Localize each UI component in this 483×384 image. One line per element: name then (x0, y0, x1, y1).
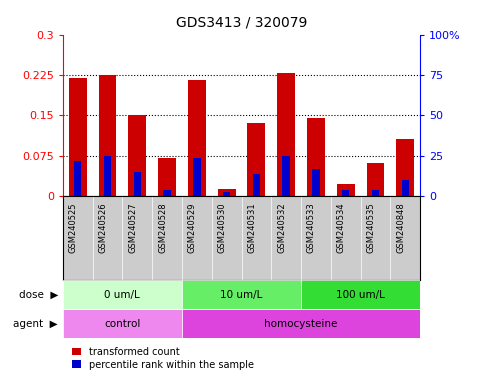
Text: GSM240525: GSM240525 (69, 203, 78, 253)
Bar (99, 75, 116, 196)
Bar (312, 169, 320, 196)
Text: GSM240527: GSM240527 (128, 203, 137, 253)
Text: 100 um/L: 100 um/L (336, 290, 385, 300)
Text: dose  ▶: dose ▶ (18, 290, 58, 300)
Bar (182, 280, 301, 309)
Bar (372, 190, 379, 196)
Bar (301, 280, 420, 309)
Text: homocysteine: homocysteine (264, 318, 338, 329)
Bar (193, 158, 200, 196)
Bar (133, 172, 141, 196)
Bar (182, 309, 420, 338)
Bar (218, 189, 236, 196)
Bar (128, 115, 146, 196)
Bar (74, 161, 82, 196)
Text: 0 um/L: 0 um/L (104, 290, 140, 300)
Text: GDS3413 / 320079: GDS3413 / 320079 (176, 15, 307, 29)
Text: GSM240534: GSM240534 (337, 203, 346, 253)
Text: GSM240528: GSM240528 (158, 203, 167, 253)
Text: agent  ▶: agent ▶ (14, 318, 58, 329)
Text: GSM240529: GSM240529 (188, 203, 197, 253)
Bar (247, 123, 265, 196)
Bar (277, 73, 295, 196)
Bar (188, 80, 206, 196)
Text: GSM240531: GSM240531 (247, 203, 256, 253)
Bar (283, 156, 290, 196)
Bar (63, 309, 182, 338)
Text: GSM240535: GSM240535 (367, 203, 376, 253)
Bar (397, 139, 414, 196)
Bar (104, 156, 111, 196)
Bar (223, 192, 230, 196)
Text: GSM240526: GSM240526 (99, 203, 108, 253)
Legend: transformed count, percentile rank within the sample: transformed count, percentile rank withi… (68, 343, 258, 374)
Text: 10 um/L: 10 um/L (220, 290, 263, 300)
Bar (337, 184, 355, 196)
Bar (253, 174, 260, 196)
Bar (163, 190, 171, 196)
Bar (367, 162, 384, 196)
Bar (342, 190, 350, 196)
Bar (307, 118, 325, 196)
Bar (401, 180, 409, 196)
Text: control: control (104, 318, 141, 329)
Text: GSM240533: GSM240533 (307, 203, 316, 253)
Bar (63, 280, 182, 309)
Bar (69, 78, 86, 196)
Text: GSM240532: GSM240532 (277, 203, 286, 253)
Bar (158, 158, 176, 196)
Text: GSM240848: GSM240848 (397, 203, 405, 253)
Text: GSM240530: GSM240530 (218, 203, 227, 253)
